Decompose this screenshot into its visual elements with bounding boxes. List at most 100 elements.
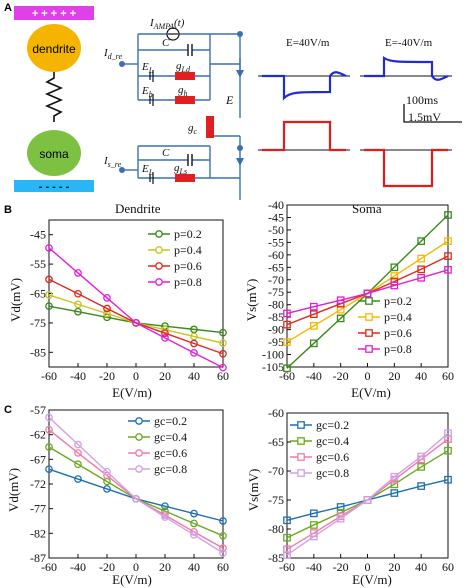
x-tick-label: 20 (388, 369, 400, 383)
negative-plate-label: - - - - - (39, 181, 70, 193)
panel-c-label: C (4, 404, 12, 416)
legend-label: p=0.6 (174, 259, 202, 273)
series-line (286, 269, 449, 315)
response-traces: E=40V/m E=-40V/m 100ms 1.5mV (258, 37, 462, 188)
y-tick-label: -82 (30, 526, 46, 540)
legend-marker (365, 297, 373, 305)
legend-label: p=0.4 (174, 243, 202, 257)
data-point (309, 310, 318, 319)
c-bot-label: C (162, 147, 170, 159)
y-tick-label: -55 (268, 235, 284, 249)
data-point (309, 339, 318, 348)
legend-label: p=0.2 (174, 227, 202, 241)
data-point (219, 544, 227, 552)
legend-label: p=0.8 (174, 275, 202, 289)
data-point (190, 349, 198, 357)
id-re-label: Id_re (103, 47, 122, 61)
data-point (309, 322, 318, 330)
y-tick-label: -40 (268, 198, 284, 212)
data-point (161, 513, 169, 521)
c-top-label: C (162, 37, 170, 49)
y-tick-label: -72 (30, 477, 46, 491)
data-point (219, 349, 227, 358)
y-tick-label: -87 (30, 551, 46, 565)
dendrite-label: dendrite (32, 42, 76, 56)
x-tick-label: -40 (70, 560, 86, 574)
legend-marker (365, 345, 373, 353)
legend-label: gc=0.6 (316, 450, 349, 464)
gld-resistor-icon (175, 72, 195, 80)
y-tick-label: -60 (268, 248, 284, 262)
data-point (390, 281, 399, 290)
data-point (74, 269, 82, 277)
neuron-schematic: + + + + + dendrite soma - - - - - (14, 6, 94, 193)
soma-trace-neg (364, 148, 448, 188)
data-point (132, 494, 140, 503)
y-tick-label: -85 (268, 551, 284, 565)
b-soma-title: Soma (352, 201, 382, 216)
data-point (417, 463, 426, 471)
data-point (390, 489, 399, 497)
x-tick-label: 60 (217, 560, 229, 574)
el-top-label: EL (141, 61, 154, 75)
y-tick-label: -50 (268, 223, 284, 237)
data-point (219, 549, 227, 557)
data-point (390, 480, 399, 489)
scale-bar (403, 104, 462, 123)
y-tick-label: -65 (268, 435, 284, 449)
data-point (283, 551, 291, 559)
is-re-terminal (119, 167, 125, 173)
y-tick-label: -65 (30, 287, 46, 301)
data-point (219, 517, 227, 525)
x-tick-label: -60 (41, 560, 57, 574)
positive-plate (14, 6, 94, 20)
data-point (336, 314, 345, 323)
x-tick-label: -40 (70, 369, 86, 383)
dend-trace-neg (364, 55, 449, 81)
y-tick-label: -85 (30, 345, 46, 359)
data-point (45, 443, 53, 451)
legend-marker (135, 465, 143, 473)
data-point (283, 516, 291, 525)
data-point (444, 446, 452, 455)
x-tick-label: -60 (279, 369, 295, 383)
data-point (309, 509, 318, 518)
data-point (45, 302, 53, 310)
data-point (132, 319, 140, 327)
y-tick-label: -77 (30, 502, 46, 516)
legend-marker (365, 313, 373, 321)
data-point (74, 475, 82, 483)
legend-marker (155, 230, 163, 238)
x-tick-label: 60 (442, 560, 454, 574)
data-point (103, 485, 111, 493)
data-point (390, 272, 399, 280)
id-re-terminal (119, 61, 125, 67)
data-point (219, 328, 227, 337)
chart-b-dendrite: -60 -40 -20 0 20 40 60 -45 -55 -65 -75 -85 p=0.2 p=0.… (30, 219, 229, 383)
legend-marker (297, 437, 305, 445)
data-point (74, 289, 82, 298)
data-point (417, 265, 426, 274)
data-point (444, 211, 452, 219)
x-tick-label: -40 (306, 560, 322, 574)
scale-time-label: 100ms (406, 93, 438, 107)
x-tick-label: -60 (41, 369, 57, 383)
x-tick-label: -20 (333, 560, 349, 574)
legend-label: p=0.4 (384, 310, 412, 324)
legend-label: p=0.2 (384, 294, 412, 308)
y-tick-label: -75 (268, 493, 284, 507)
legend-label: gc=0.8 (154, 462, 187, 476)
data-point (74, 307, 82, 316)
legend-marker (135, 417, 143, 425)
y-tick-label: -67 (30, 452, 46, 466)
c-left-ylabel: Vd(mV) (6, 468, 21, 512)
legend-label: gc=0.2 (154, 414, 187, 428)
data-point (444, 237, 452, 245)
chart-c-soma: -60 -40 -20 0 20 40 60 -60 -65 -70 -75 -80 -85 gc=0.2… (268, 406, 454, 574)
data-point (444, 475, 452, 484)
data-point (283, 338, 291, 346)
data-point (417, 254, 426, 263)
y-tick-label: -75 (30, 316, 46, 330)
gls-resistor-icon (175, 174, 195, 182)
legend-marker (297, 421, 305, 429)
